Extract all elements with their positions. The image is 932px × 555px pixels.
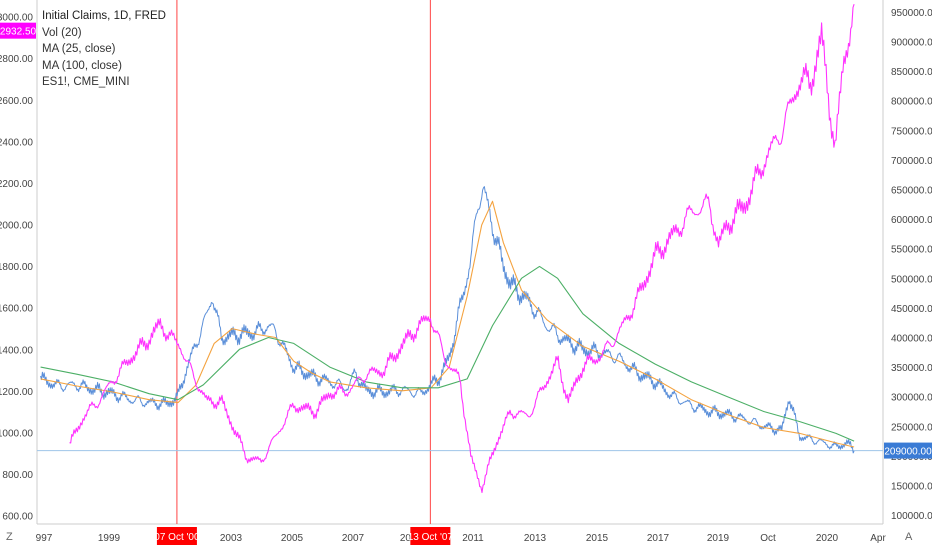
left-tick-label-7: 2000.00 bbox=[0, 221, 33, 232]
series-line-2 bbox=[40, 265, 855, 442]
es-last-value-box bbox=[0, 22, 36, 39]
time-tick-label-14: Apr bbox=[870, 533, 886, 544]
series-group bbox=[40, 4, 855, 494]
time-tick-label-12: Oct bbox=[760, 533, 776, 544]
left-tick-label-5: 1600.00 bbox=[0, 304, 33, 315]
legend-ma25[interactable]: MA (25, close) bbox=[42, 43, 116, 55]
right-tick-label-0: 100000.00 bbox=[891, 511, 932, 522]
right-tick-label-1: 150000.00 bbox=[891, 482, 932, 493]
legend-volume[interactable]: Vol (20) bbox=[42, 26, 82, 39]
legend-es-series[interactable]: ES1!, CME_MINI bbox=[42, 76, 130, 88]
left-tick-label-1: 800.00 bbox=[2, 470, 33, 481]
time-tick-label-11: 2019 bbox=[707, 533, 730, 544]
right-tick-label-17: 950000.00 bbox=[891, 8, 932, 19]
time-tick-label-4: 2005 bbox=[281, 533, 304, 544]
right-tick-label-13: 750000.00 bbox=[891, 126, 932, 137]
right-tick-label-10: 600000.00 bbox=[891, 215, 932, 226]
auto-scale-button[interactable]: A bbox=[905, 531, 913, 543]
right-tick-label-6: 400000.00 bbox=[891, 333, 932, 344]
right-tick-label-3: 250000.00 bbox=[891, 422, 932, 433]
right-tick-label-8: 500000.00 bbox=[891, 274, 932, 285]
right-tick-label-16: 900000.00 bbox=[891, 37, 932, 48]
time-tick-label-1: 1999 bbox=[98, 533, 121, 544]
right-tick-label-11: 650000.00 bbox=[891, 185, 932, 196]
left-tick-label-10: 2600.00 bbox=[0, 96, 33, 107]
date-marker-box-1 bbox=[410, 527, 451, 545]
series-line-1 bbox=[40, 200, 855, 448]
left-tick-label-3: 1200.00 bbox=[0, 387, 33, 398]
right-tick-label-15: 850000.00 bbox=[891, 67, 932, 78]
left-tick-label-0: 600.00 bbox=[2, 512, 33, 523]
legend-ma100[interactable]: MA (100, close) bbox=[42, 59, 122, 72]
timezone-button[interactable]: Z bbox=[6, 531, 13, 543]
legend-main-series[interactable]: Initial Claims, 1D, FRED bbox=[42, 10, 166, 22]
date-marker-label-1: 13 Oct '07 bbox=[408, 532, 454, 543]
right-tick-label-5: 350000.00 bbox=[891, 363, 932, 374]
time-tick-label-0: 997 bbox=[36, 533, 53, 544]
right-tick-label-4: 300000.00 bbox=[891, 393, 932, 404]
right-tick-label-9: 550000.00 bbox=[891, 245, 932, 256]
claims-last-value-box bbox=[884, 442, 932, 459]
left-tick-label-6: 1800.00 bbox=[0, 262, 33, 273]
vertical-marker-lines bbox=[176, 0, 431, 524]
left-tick-label-4: 1400.00 bbox=[0, 345, 33, 356]
left-tick-label-8: 2200.00 bbox=[0, 179, 33, 190]
es-last-value-label: 2932.50 bbox=[0, 27, 37, 38]
series-line-3 bbox=[69, 4, 855, 494]
date-marker-label-0: 07 Oct '00 bbox=[154, 532, 200, 543]
left-axis-ticks: 600.00 800.00 1000.00 1200.00 1400.00 1600.00… bbox=[0, 13, 33, 523]
left-tick-label-12: 3000.00 bbox=[0, 13, 33, 24]
left-tick-label-9: 2400.00 bbox=[0, 137, 33, 148]
right-tick-label-12: 700000.00 bbox=[891, 156, 932, 167]
right-tick-label-14: 800000.00 bbox=[891, 97, 932, 108]
claims-last-value-label: 209000.00 bbox=[884, 447, 932, 458]
left-tick-label-2: 1000.00 bbox=[0, 429, 33, 440]
left-tick-label-11: 2800.00 bbox=[0, 54, 33, 65]
time-tick-label-7: 2011 bbox=[462, 533, 484, 544]
right-tick-label-7: 450000.00 bbox=[891, 304, 932, 315]
time-tick-label-5: 2007 bbox=[342, 533, 365, 544]
date-marker-box-0 bbox=[156, 527, 197, 545]
time-tick-label-3: 2003 bbox=[220, 533, 243, 544]
series-line-0 bbox=[40, 186, 855, 454]
time-tick-label-13: 2020 bbox=[816, 533, 839, 544]
time-tick-label-8: 2013 bbox=[524, 533, 547, 544]
time-tick-label-9: 2015 bbox=[586, 533, 609, 544]
time-tick-label-10: 2017 bbox=[647, 533, 670, 544]
last-value-labels: 209000.00 2932.50 bbox=[0, 22, 932, 459]
date-marker-labels: 07 Oct '00 13 Oct '07 bbox=[154, 527, 453, 545]
legend-panel: Initial Claims, 1D, FRED Vol (20) MA (25… bbox=[42, 8, 166, 91]
